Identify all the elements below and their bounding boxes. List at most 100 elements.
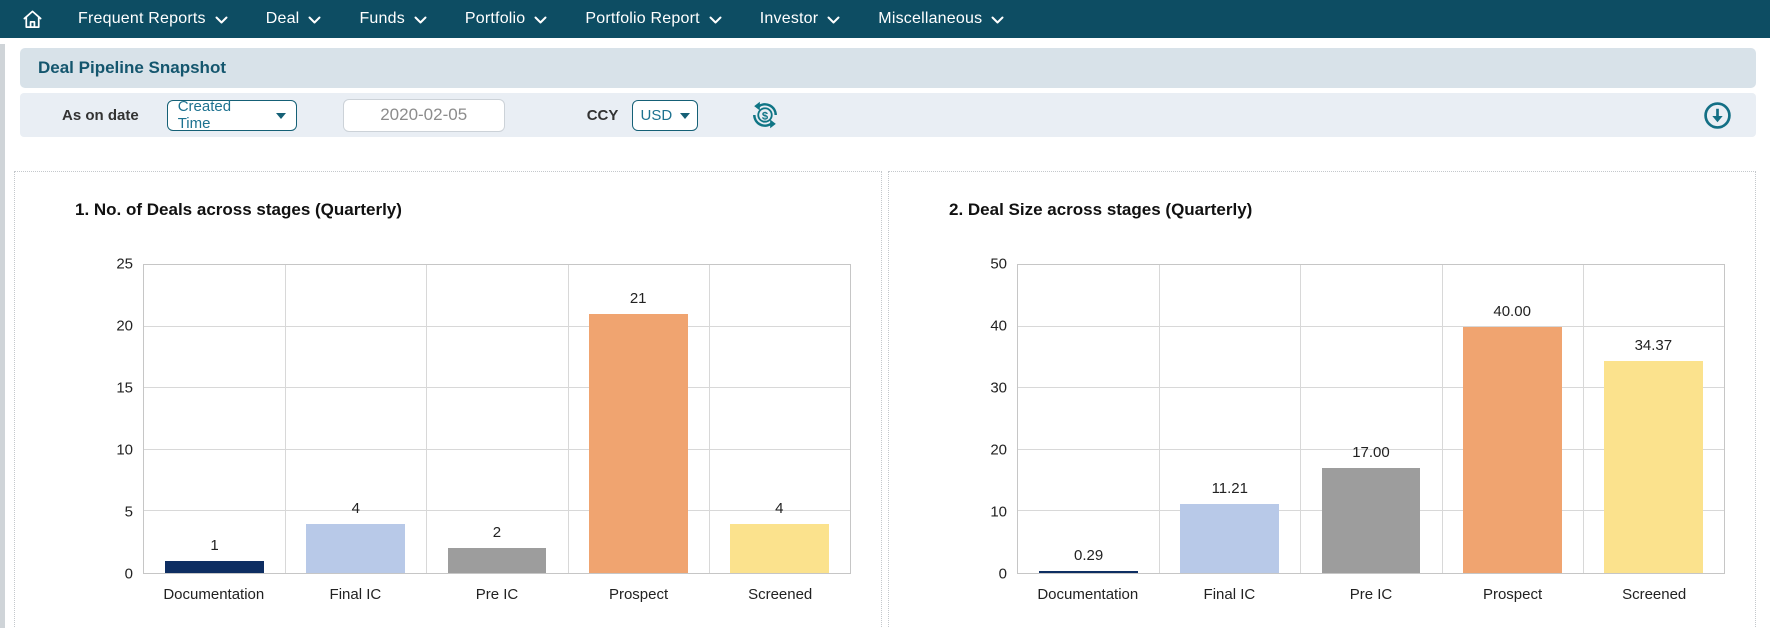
currency-refresh-icon[interactable]: $ [750,100,780,130]
chevron-down-icon [308,16,321,24]
y-tick-label: 0 [998,565,1007,583]
gridline-vertical [1159,265,1161,573]
x-category-label: Screened [748,586,813,603]
chevron-down-icon [534,16,547,24]
bar [447,548,547,573]
nav-item-label: Deal [265,10,300,27]
nav-item-frequent-reports[interactable]: Frequent Reports [78,10,228,28]
y-tick-label: 15 [116,379,133,397]
bar [1039,571,1138,573]
nav-item-funds[interactable]: Funds [359,10,427,28]
y-tick-label: 0 [124,565,133,583]
y-tick-label: 50 [990,255,1007,273]
nav-item-investor[interactable]: Investor [760,10,841,28]
chevron-down-icon [215,16,228,24]
y-tick-label: 5 [124,503,133,521]
nav-item-label: Miscellaneous [878,10,983,27]
x-axis-labels: Documentation Final IC Pre IC Prospect Scree… [1017,586,1725,603]
bar-column: 4 [709,265,850,573]
gridline [144,448,850,450]
x-category-label: Prospect [608,586,669,603]
gridline [144,325,850,327]
x-axis-labels: Documentation Final IC Pre IC Prospect Scree… [143,586,851,603]
bar-chart: 0 5 10 15 20 25 1 4 2 21 4 Documentation Final IC P… [99,256,851,603]
gridline [1018,448,1724,450]
gridline-vertical [426,265,428,573]
as-on-date-input[interactable] [342,98,505,132]
deal-size-chart-panel: 2. Deal Size across stages (Quarterly) 0… [888,171,1756,628]
nav-item-miscellaneous[interactable]: Miscellaneous [878,10,1004,28]
x-category-label: Final IC [1203,586,1256,603]
bar-value-label: 4 [351,499,360,517]
charts-row: 1. No. of Deals across stages (Quarterly… [14,171,1756,628]
x-category-label: Final IC [329,586,382,603]
dropdown-arrow-icon [680,112,691,119]
x-category-label: Documentation [163,586,265,603]
y-axis: 0 10 20 30 40 50 [973,256,1017,583]
x-category-label: Screened [1622,586,1687,603]
bar [1603,361,1703,573]
chevron-down-icon [991,16,1004,24]
ccy-value: USD [640,106,673,124]
nav-item-deal[interactable]: Deal [266,10,322,28]
bar-column: 11.21 [1159,265,1300,573]
nav-item-label: Portfolio [464,10,526,27]
y-tick-label: 40 [990,317,1007,335]
ccy-label: CCY [586,106,619,124]
bar [1180,503,1280,573]
y-tick-label: 20 [990,441,1007,459]
deals-count-chart-panel: 1. No. of Deals across stages (Quarterly… [14,171,882,628]
filter-bar: As on date Created Time CCY USD $ [20,93,1756,137]
bar-value-label: 2 [492,524,502,542]
bar [729,523,829,573]
date-type-value: Created Time [177,98,232,132]
bar-value-label: 34.37 [1634,337,1673,355]
bar-value-label: 21 [629,290,647,308]
nav-item-portfolio[interactable]: Portfolio [465,10,548,28]
gridline [144,510,850,512]
chevron-down-icon [709,16,722,24]
bar [306,523,406,573]
x-category-label: Documentation [1037,586,1139,603]
nav-item-label: Funds [359,10,405,27]
x-category-label: Pre IC [475,586,519,603]
y-tick-label: 10 [990,503,1007,521]
gridline [144,387,850,389]
nav-item-label: Investor [759,10,819,27]
bar-column: 0.29 [1018,265,1159,573]
gridline [1018,387,1724,389]
bar-column: 40.00 [1442,265,1583,573]
bar-value-label: 1 [210,536,219,554]
home-icon[interactable] [12,8,52,31]
gridline-vertical [1582,265,1584,573]
chevron-down-icon [827,16,840,24]
bar [1321,468,1421,573]
y-axis: 0 5 10 15 20 25 [99,256,143,583]
bar-column: 2 [426,265,567,573]
y-tick-label: 10 [116,441,133,459]
gridline-vertical [285,265,287,573]
ccy-select[interactable]: USD [632,99,699,131]
y-tick-label: 25 [116,255,133,273]
bar-value-label: 0.29 [1073,547,1104,565]
y-tick-label: 30 [990,379,1007,397]
dropdown-arrow-icon [275,112,286,119]
bar [165,560,264,573]
bar-value-label: 40.00 [1493,302,1531,320]
gridline-vertical [708,265,710,573]
bar-value-label: 17.00 [1352,444,1390,462]
nav-item-label: Portfolio Report [585,10,700,27]
top-navbar: Frequent Reports Deal Funds Portfolio Po… [0,0,1770,38]
plot-area: 0.29 11.21 17.00 40.00 34.37 [1017,264,1725,574]
as-on-date-label: As on date [62,106,139,124]
nav-item-portfolio-report[interactable]: Portfolio Report [585,10,722,28]
download-icon[interactable] [1703,101,1732,130]
left-edge-strip [0,44,5,628]
chevron-down-icon [414,16,427,24]
bar-column: 34.37 [1583,265,1724,573]
date-type-select[interactable]: Created Time [166,98,297,132]
plot-area: 1 4 2 21 4 [143,264,851,574]
bar [588,314,688,573]
chart-title: 2. Deal Size across stages (Quarterly) [949,200,1253,219]
bar-value-label: 11.21 [1211,479,1248,497]
